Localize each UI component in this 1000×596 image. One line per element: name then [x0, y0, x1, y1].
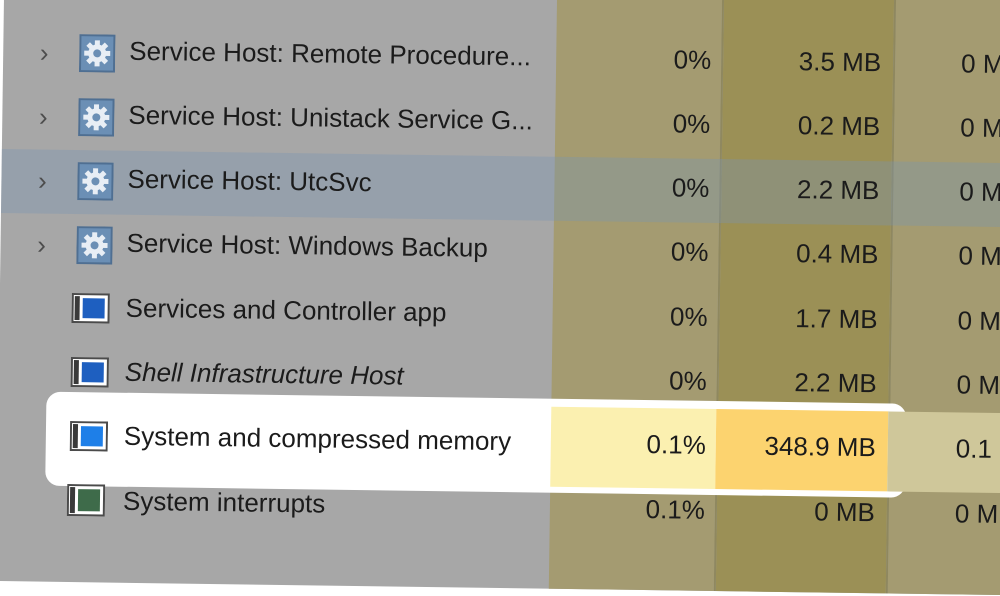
cpu-value: 0% — [672, 108, 711, 139]
disk-value: 0 M — [957, 305, 1000, 336]
memory-value: 0.2 MB — [797, 110, 881, 142]
disk-value: 0.1 M — [955, 433, 1000, 464]
memory-value: 348.9 MB — [764, 430, 877, 463]
process-name: Services and Controller app — [125, 292, 447, 328]
app-window-icon — [69, 421, 109, 457]
process-name: System interrupts — [122, 485, 326, 519]
disk-value: 0 M — [958, 240, 1000, 272]
process-row[interactable]: › Service Host: Unistack Service G... 0%… — [2, 85, 1000, 164]
process-row[interactable]: › Service Host: Remote Procedure... 0% 3… — [3, 21, 1000, 100]
app-window-icon — [70, 357, 109, 393]
gear-icon — [77, 162, 114, 205]
process-row[interactable]: Services and Controller app 0% 1.7 MB 0 … — [0, 278, 1000, 357]
cpu-value: 0.1% — [646, 429, 707, 460]
gear-icon — [78, 34, 116, 77]
process-row[interactable]: Shell Infrastructure Host 0% 2.2 MB 0 M — [0, 342, 1000, 421]
process-name: Service Host: Unistack Service G... — [128, 99, 534, 136]
disk-value: 0 M — [960, 112, 1000, 144]
cpu-value: 0% — [673, 44, 712, 75]
cpu-value: 0% — [668, 365, 707, 396]
chevron-right-icon[interactable]: › — [38, 101, 48, 132]
app-window-icon — [66, 483, 106, 522]
chevron-right-icon[interactable]: › — [39, 37, 49, 68]
cpu-value: 0% — [670, 236, 709, 267]
disk-value: 0 M — [960, 48, 1000, 80]
memory-value: 1.7 MB — [795, 303, 878, 335]
disk-value: 0 M — [956, 369, 1000, 400]
process-name: Shell Infrastructure Host — [124, 356, 404, 391]
memory-value: 3.5 MB — [798, 46, 882, 78]
app-window-icon — [71, 293, 110, 329]
memory-value: 2.2 MB — [794, 367, 877, 399]
process-name: Service Host: Remote Procedure... — [129, 35, 532, 72]
memory-value: 0.4 MB — [795, 238, 879, 270]
process-row[interactable]: › Service Host: UtcSvc 0% 2.2 MB 0 M — [0, 149, 1000, 228]
chevron-right-icon[interactable]: › — [36, 229, 47, 260]
process-name: Service Host: Windows Backup — [126, 227, 489, 263]
memory-value: 0 MB — [814, 496, 876, 528]
cpu-value: 0% — [669, 301, 708, 332]
process-name: System and compressed memory — [123, 420, 512, 457]
gear-icon — [78, 98, 115, 141]
chevron-right-icon[interactable]: › — [37, 165, 47, 196]
process-row-highlighted[interactable]: System and compressed memory 0.1% 348.9 … — [0, 406, 1000, 485]
disk-value: 0 M — [959, 176, 1000, 208]
memory-value: 2.2 MB — [796, 174, 880, 206]
process-name: Service Host: UtcSvc — [127, 163, 372, 198]
disk-value: 0 M — [954, 498, 999, 529]
gear-icon — [76, 226, 113, 269]
process-row[interactable]: › Service Host: Windows Backup 0% 0.4 MB… — [0, 213, 1000, 292]
cpu-value: 0% — [671, 172, 710, 203]
process-row[interactable]: System interrupts 0.1% 0 MB 0 M — [0, 471, 1000, 550]
cpu-value: 0.1% — [645, 494, 706, 525]
